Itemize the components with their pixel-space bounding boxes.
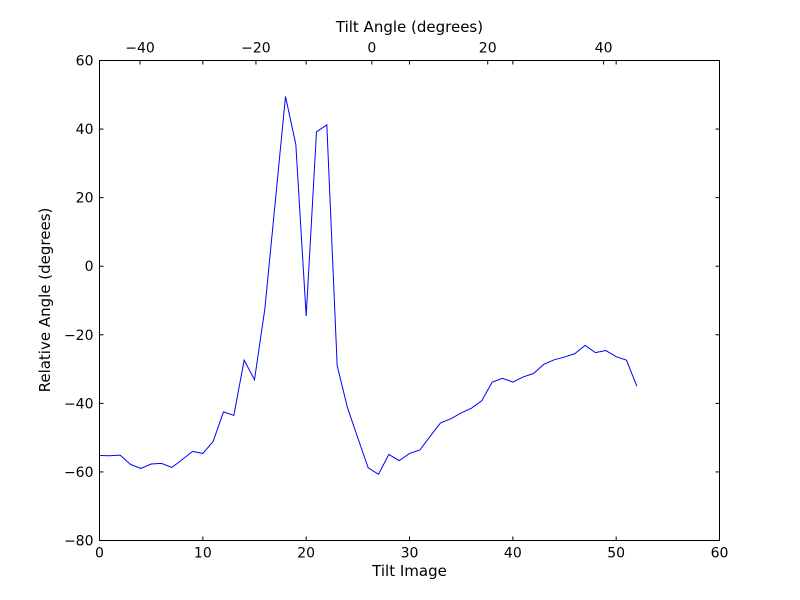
top-axis-label: Tilt Angle (degrees) [335, 18, 483, 36]
top-x-tick-label: 40 [595, 41, 613, 57]
top-x-tick-label: −40 [125, 41, 155, 57]
x-tick-label: 60 [711, 546, 729, 562]
series-layer [99, 96, 638, 476]
plot-frame [99, 60, 720, 541]
x-axis-label: Tilt Image [371, 562, 447, 580]
top-x-tick-label: 20 [479, 41, 497, 57]
y-tick-label: −40 [64, 396, 94, 412]
x-tick-label: 30 [401, 546, 419, 562]
ticks-layer: 0 10 20 30 40 50 60 −80 −60 −40 −20 0 20 40 60 −40 −20 0 2… [64, 41, 728, 562]
y-tick-label: 0 [85, 259, 94, 275]
y-axis-label: Relative Angle (degrees) [36, 208, 54, 393]
x-tick-label: 10 [194, 546, 212, 562]
x-tick-label: 50 [607, 546, 625, 562]
y-tick-label: 20 [76, 191, 94, 207]
series-line [99, 96, 638, 476]
y-tick-label: −80 [64, 534, 94, 550]
top-x-tick-label: 0 [367, 41, 376, 57]
y-tick-label: 60 [76, 54, 94, 70]
y-tick-label: 40 [76, 122, 94, 138]
x-tick-label: 20 [297, 546, 315, 562]
y-tick-label: −20 [64, 328, 94, 344]
y-tick-label: −60 [64, 465, 94, 481]
x-tick-label: 40 [504, 546, 522, 562]
top-x-tick-label: −20 [241, 41, 271, 57]
x-tick-label: 0 [95, 546, 104, 562]
